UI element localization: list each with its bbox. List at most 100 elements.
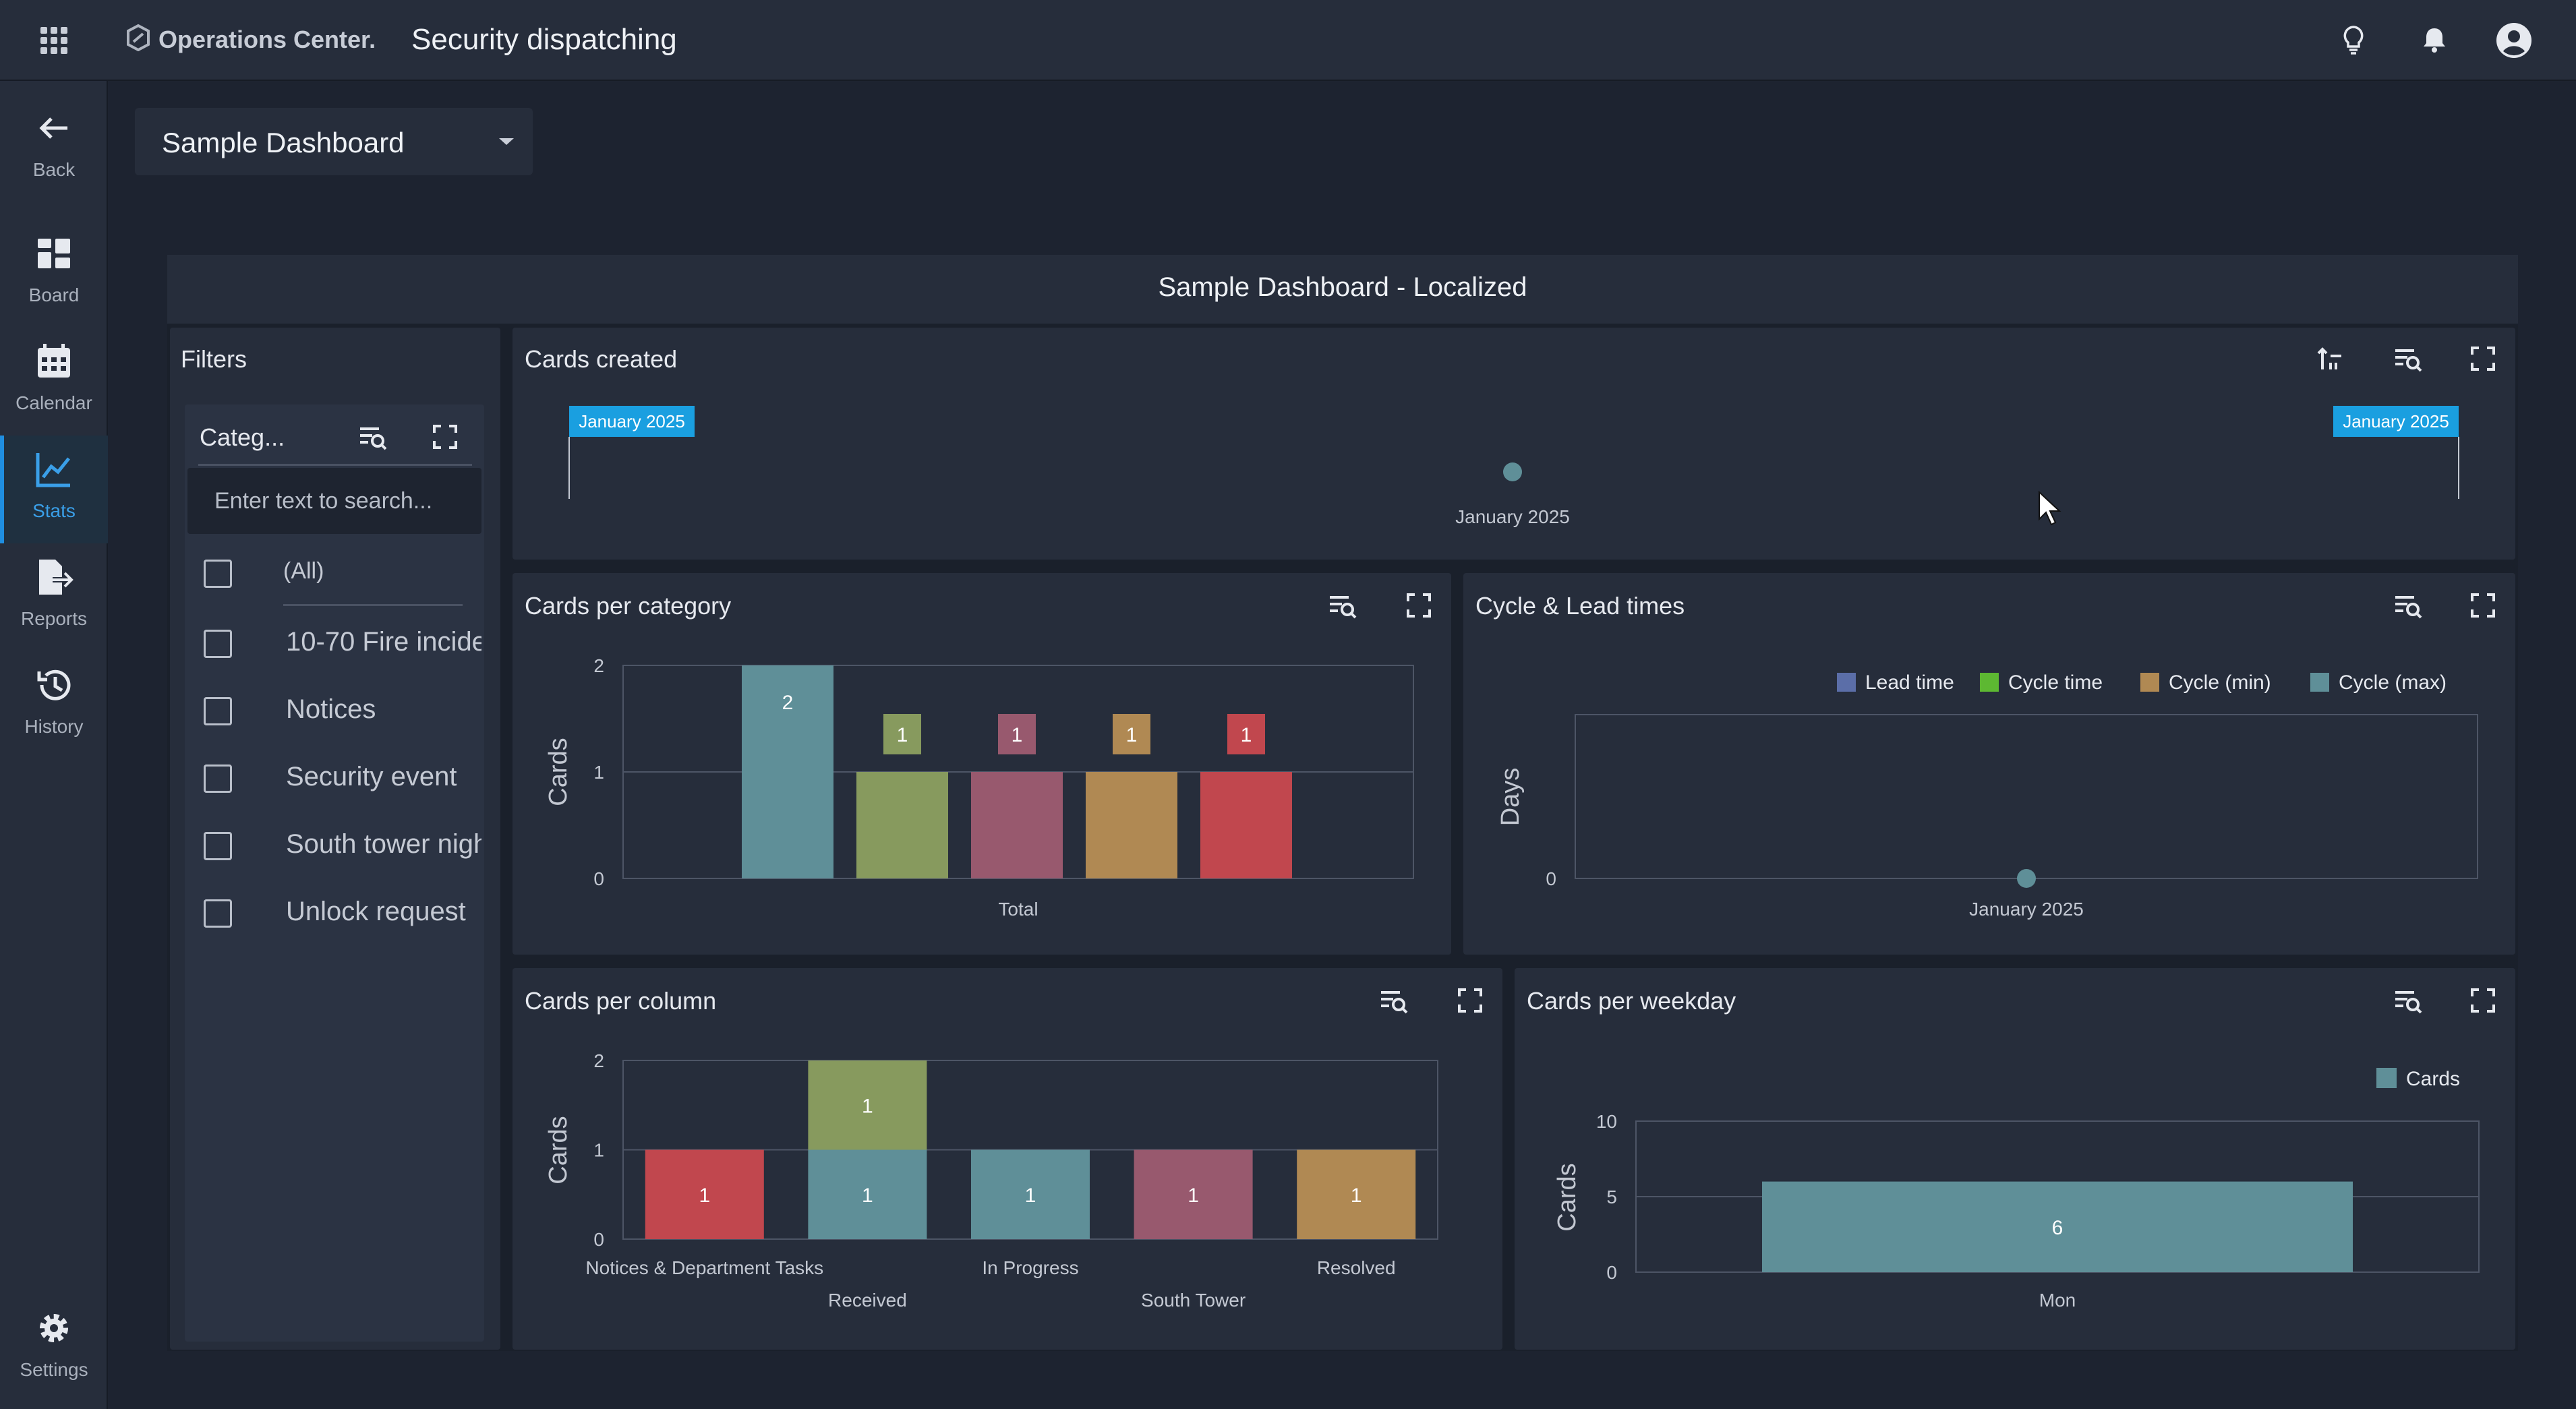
cards-created-point[interactable] xyxy=(1503,462,1522,481)
cycle-y-tick-label: 0 xyxy=(1546,868,1556,889)
filter-search-input[interactable] xyxy=(187,468,481,534)
weekday-bar[interactable] xyxy=(1762,1181,2353,1272)
category-y-tick-label: 0 xyxy=(593,868,604,889)
category-bar[interactable] xyxy=(1086,772,1177,878)
bell-icon[interactable] xyxy=(2414,20,2455,61)
cycle-legend-label: Lead time xyxy=(1865,671,1954,694)
filter-list-icon[interactable] xyxy=(2391,984,2424,1017)
nav-settings[interactable]: Settings xyxy=(0,1294,108,1402)
cycle-legend-swatch xyxy=(2310,673,2329,692)
category-data-label: 1 xyxy=(1012,724,1023,746)
column-bar-segment[interactable] xyxy=(808,1149,927,1240)
category-bar[interactable] xyxy=(1200,772,1292,878)
column-bar-segment[interactable] xyxy=(1297,1149,1416,1240)
chart-line-icon xyxy=(36,453,70,487)
range-end-label: January 2025 xyxy=(2343,411,2449,431)
category-filter-title: Categ... xyxy=(200,423,285,451)
cards-per-category-title: Cards per category xyxy=(525,592,732,620)
filter-label-unlock: Unlock request xyxy=(286,897,466,926)
cycle-x-tick-label: January 2025 xyxy=(1969,899,2084,920)
weekday-y-axis-label: Cards xyxy=(1553,1163,1581,1231)
column-bar-segment[interactable] xyxy=(1134,1149,1253,1240)
category-x-tick-label: Total xyxy=(998,899,1038,920)
category-bar[interactable] xyxy=(856,772,948,878)
category-bar[interactable] xyxy=(742,665,833,878)
nav-calendar[interactable]: Calendar xyxy=(0,328,108,436)
expand-icon[interactable] xyxy=(2467,984,2499,1017)
filter-list-icon[interactable] xyxy=(356,421,388,453)
dashboard-select-value: Sample Dashboard xyxy=(162,127,405,158)
filter-list-icon[interactable] xyxy=(2391,589,2424,622)
category-data-label: 1 xyxy=(1241,724,1252,746)
expand-icon[interactable] xyxy=(2467,342,2499,375)
range-start-handle[interactable] xyxy=(569,406,695,437)
filter-checkbox-fire[interactable] xyxy=(204,630,232,658)
category-data-label-box xyxy=(883,714,921,754)
category-data-label-box xyxy=(998,714,1036,754)
category-data-label: 1 xyxy=(1126,724,1138,746)
apps-grid-icon[interactable] xyxy=(40,27,67,54)
lightbulb-icon[interactable] xyxy=(2333,20,2374,61)
filter-list-icon[interactable] xyxy=(1326,589,1358,622)
filter-checkbox-unlock[interactable] xyxy=(204,899,232,928)
cards-created-title: Cards created xyxy=(525,345,678,373)
expand-icon[interactable] xyxy=(1454,984,1486,1017)
expand-icon[interactable] xyxy=(429,421,461,453)
column-data-label: 1 xyxy=(699,1185,710,1207)
file-export-icon xyxy=(39,560,74,595)
nav-history[interactable]: History xyxy=(0,651,108,759)
filter-checkbox-notices[interactable] xyxy=(204,697,232,725)
column-bar-segment[interactable] xyxy=(808,1060,927,1150)
nav-stats[interactable]: Stats xyxy=(0,436,108,543)
cards-per-weekday-panel xyxy=(1515,968,2515,1350)
caret-down-icon xyxy=(499,138,514,145)
column-x-tick-label: South Tower xyxy=(1141,1290,1246,1311)
weekday-y-tick-label: 10 xyxy=(1596,1111,1617,1132)
category-filter-box xyxy=(185,404,484,1342)
dashboard-select[interactable]: Sample Dashboard xyxy=(135,108,533,175)
category-data-label-box xyxy=(1227,714,1265,754)
category-y-tick-label: 2 xyxy=(593,655,604,676)
weekday-legend-label: Cards xyxy=(2406,1068,2460,1090)
cycle-data-point[interactable] xyxy=(2017,869,2036,888)
nav-board-label: Board xyxy=(28,284,80,305)
range-start-label: January 2025 xyxy=(579,411,685,431)
nav-calendar-label: Calendar xyxy=(16,392,92,413)
range-end-handle[interactable] xyxy=(2333,406,2459,437)
user-avatar-icon[interactable] xyxy=(2494,20,2534,61)
top-bar xyxy=(0,0,2576,81)
category-bar[interactable] xyxy=(971,772,1063,878)
column-x-tick-label: Notices & Department Tasks xyxy=(585,1257,823,1278)
filter-divider xyxy=(198,464,472,466)
expand-icon[interactable] xyxy=(1403,589,1435,622)
nav-back[interactable]: Back xyxy=(0,94,108,202)
column-y-tick-label: 2 xyxy=(593,1050,604,1071)
column-data-label: 1 xyxy=(1188,1185,1199,1207)
filter-list-icon[interactable] xyxy=(1377,984,1409,1017)
cards-per-category-panel xyxy=(513,573,1451,955)
nav-back-label: Back xyxy=(32,159,76,180)
cycle-legend-label: Cycle (max) xyxy=(2339,671,2447,694)
category-y-tick-label: 1 xyxy=(593,762,604,783)
cycle-lead-chart: 0 Days Lead time Cycle time Cycle (min) Cycle… xyxy=(1496,671,2478,920)
weekday-y-tick-label: 0 xyxy=(1606,1262,1617,1283)
filter-label-fire: 10-70 Fire incident xyxy=(286,627,481,657)
expand-icon[interactable] xyxy=(2467,589,2499,622)
cycle-legend-label: Cycle time xyxy=(2008,671,2103,694)
cards-created-panel xyxy=(513,328,2515,560)
cycle-legend-label: Cycle (min) xyxy=(2169,671,2271,694)
column-data-label: 1 xyxy=(1351,1185,1362,1207)
nav-reports[interactable]: Reports xyxy=(0,543,108,651)
column-x-tick-label: Received xyxy=(828,1290,907,1311)
column-x-tick-label: In Progress xyxy=(982,1257,1078,1278)
filter-checkbox-all[interactable] xyxy=(204,560,232,588)
column-bar-segment[interactable] xyxy=(645,1149,764,1240)
nav-board[interactable]: Board xyxy=(0,220,108,328)
filter-checkbox-security[interactable] xyxy=(204,765,232,793)
nav-reports-label: Reports xyxy=(20,608,88,629)
filter-list-icon[interactable] xyxy=(2391,342,2424,375)
column-bar-segment[interactable] xyxy=(971,1149,1090,1240)
sort-icon[interactable] xyxy=(2314,342,2347,375)
mouse-cursor-icon xyxy=(2039,490,2061,526)
filter-checkbox-south-tower[interactable] xyxy=(204,832,232,860)
